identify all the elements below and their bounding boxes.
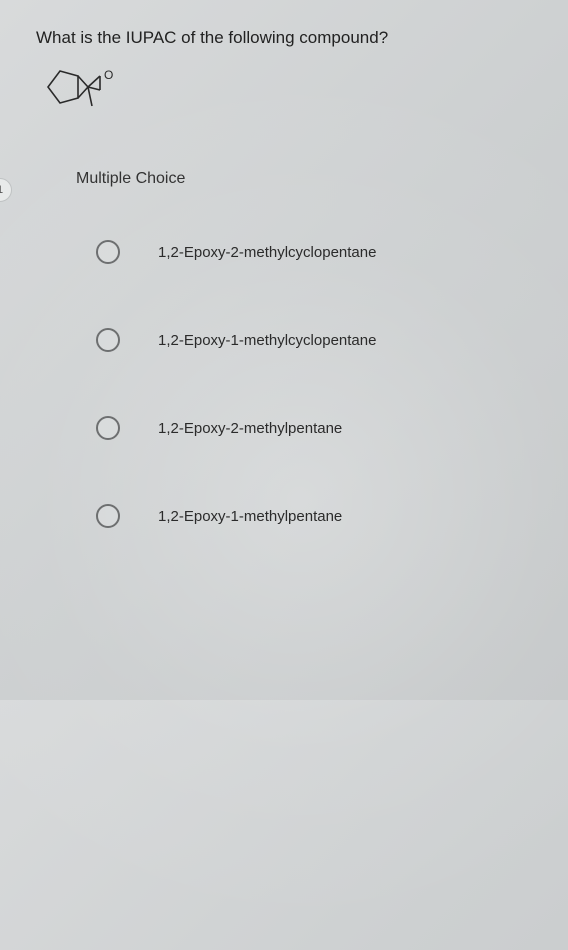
cyclopentane-ring — [48, 71, 78, 103]
epoxide-bond-1 — [88, 76, 100, 87]
methyl-bond — [88, 87, 92, 106]
option-label: 1,2-Epoxy-1-methylpentane — [158, 508, 342, 525]
option-row[interactable]: 1,2-Epoxy-1-methylpentane — [96, 504, 544, 528]
radio-button[interactable] — [96, 240, 120, 264]
option-label: 1,2-Epoxy-2-methylcyclopentane — [158, 244, 376, 261]
option-row[interactable]: 1,2-Epoxy-2-methylcyclopentane — [96, 240, 544, 264]
options-list: 1,2-Epoxy-2-methylcyclopentane 1,2-Epoxy… — [96, 240, 544, 528]
option-label: 1,2-Epoxy-1-methylcyclopentane — [158, 332, 376, 349]
compound-structure: O — [42, 62, 122, 112]
oxygen-label: O — [104, 68, 113, 82]
quiz-page: What is the IUPAC of the following compo… — [0, 0, 568, 528]
bond-to-quaternary-2 — [78, 87, 88, 98]
question-text: What is the IUPAC of the following compo… — [36, 28, 544, 48]
option-row[interactable]: 1,2-Epoxy-1-methylcyclopentane — [96, 328, 544, 352]
radio-button[interactable] — [96, 504, 120, 528]
option-row[interactable]: 1,2-Epoxy-2-methylpentane — [96, 416, 544, 440]
epoxide-bond-2 — [88, 87, 100, 90]
option-label: 1,2-Epoxy-2-methylpentane — [158, 420, 342, 437]
radio-button[interactable] — [96, 416, 120, 440]
multiple-choice-label: Multiple Choice — [76, 170, 544, 188]
bond-to-quaternary — [78, 76, 88, 87]
radio-button[interactable] — [96, 328, 120, 352]
